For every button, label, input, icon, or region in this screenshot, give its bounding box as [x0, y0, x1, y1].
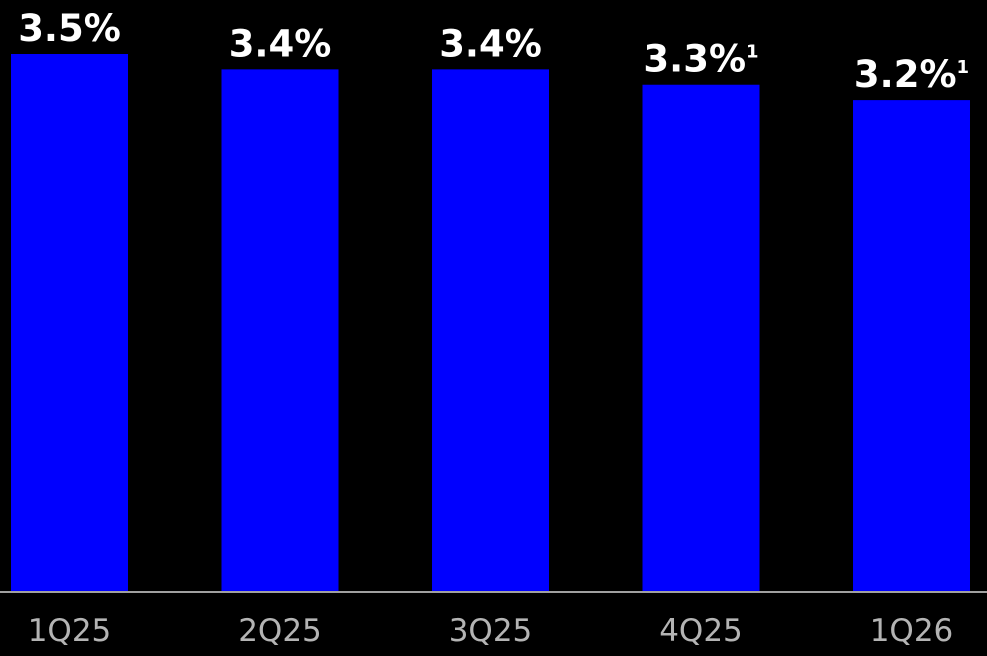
bar-4Q25: [642, 84, 760, 592]
bars-group: [11, 54, 970, 592]
data-label-3Q25: 3.4%: [439, 22, 542, 65]
data-label-1Q26: 3.2%1: [854, 53, 969, 96]
data-label-4Q25: 3.3%1: [643, 38, 758, 81]
data-label-2Q25: 3.4%: [229, 22, 332, 65]
bar-1Q25: [11, 54, 128, 592]
data-labels-group: 3.5% 3.4% 3.4% 3.3%1 3.2%1: [18, 7, 969, 96]
x-tick-label-3Q25: 3Q25: [449, 613, 533, 649]
bar-2Q25: [221, 69, 339, 592]
bar-3Q25: [432, 69, 549, 592]
x-tick-label-2Q25: 2Q25: [238, 613, 322, 649]
bar-1Q26: [853, 100, 970, 592]
data-label-1Q25: 3.5%: [18, 7, 121, 50]
x-tick-label-1Q25: 1Q25: [28, 613, 112, 649]
x-tick-label-1Q26: 1Q26: [870, 613, 954, 649]
x-tick-label-4Q25: 4Q25: [659, 613, 743, 649]
x-tick-labels-group: 1Q25 2Q25 3Q25 4Q25 1Q26: [28, 613, 954, 649]
